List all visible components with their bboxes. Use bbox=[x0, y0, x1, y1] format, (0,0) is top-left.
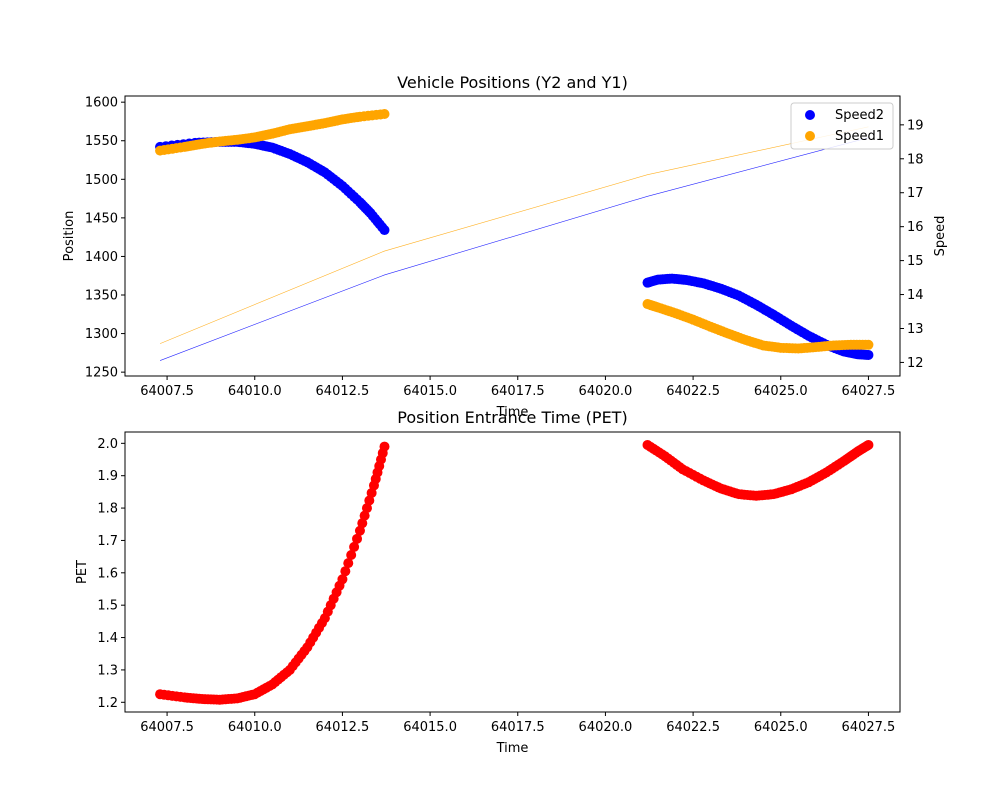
pet-chart: Position Entrance Time (PET) 64007.5 6401… bbox=[75, 408, 901, 756]
x-tick-label: 64017.5 bbox=[491, 720, 545, 735]
legend-marker-speed1 bbox=[805, 131, 815, 141]
x-tick-label: 64015.0 bbox=[403, 720, 457, 735]
series-layer bbox=[155, 108, 874, 361]
point-series bbox=[349, 541, 360, 552]
y-tick-label: 1.4 bbox=[97, 631, 118, 646]
y-tick-label: 1500 bbox=[85, 173, 118, 188]
legend-label-speed2: Speed2 bbox=[835, 108, 884, 123]
y2-tick-label: 14 bbox=[907, 288, 924, 303]
plot-frame bbox=[124, 431, 901, 713]
legend-label-speed1: Speed1 bbox=[835, 129, 884, 144]
point-series bbox=[340, 566, 351, 577]
chart-title: Position Entrance Time (PET) bbox=[397, 408, 627, 427]
y2-axis-label: Speed bbox=[933, 216, 948, 257]
point-series bbox=[366, 487, 377, 498]
x-tick-label: 64020.0 bbox=[579, 384, 633, 399]
x-tick-label: 64010.0 bbox=[228, 720, 282, 735]
x-axis-ticks: 64007.5 64010.0 64012.5 64015.0 64017.5 64020… bbox=[140, 712, 895, 735]
y2-tick-label: 15 bbox=[907, 254, 924, 269]
y-tick-label: 1450 bbox=[85, 211, 118, 226]
point-series bbox=[359, 510, 370, 521]
x-tick-label: 64022.5 bbox=[666, 384, 720, 399]
y-axis-label: PET bbox=[75, 560, 90, 584]
x-tick-label: 64007.5 bbox=[140, 384, 194, 399]
y-tick-label: 1.8 bbox=[97, 502, 118, 517]
x-tick-label: 64025.0 bbox=[754, 720, 808, 735]
y2-axis-ticks: 12 13 14 15 16 17 18 19 bbox=[900, 118, 924, 371]
point-series bbox=[346, 550, 357, 561]
point-series bbox=[863, 439, 874, 450]
y-tick-label: 1400 bbox=[85, 250, 118, 265]
y-tick-label: 1.7 bbox=[97, 534, 118, 549]
y-tick-label: 1.6 bbox=[97, 566, 118, 581]
y2-tick-label: 12 bbox=[907, 356, 924, 371]
series-layer bbox=[155, 439, 874, 705]
point-series bbox=[364, 495, 375, 506]
y-tick-label: 1.9 bbox=[97, 469, 118, 484]
point-series bbox=[352, 533, 363, 544]
point-speed1 bbox=[379, 108, 390, 119]
y-tick-label: 1550 bbox=[85, 134, 118, 149]
y2-tick-label: 16 bbox=[907, 220, 924, 235]
plot-frame bbox=[124, 95, 901, 377]
y-tick-label: 1600 bbox=[85, 96, 118, 111]
y-tick-label: 1.3 bbox=[97, 663, 118, 678]
chart-title: Vehicle Positions (Y2 and Y1) bbox=[397, 73, 628, 92]
point-series bbox=[357, 518, 368, 529]
y-tick-label: 1.5 bbox=[97, 599, 118, 614]
point-series bbox=[337, 574, 348, 585]
y2-tick-label: 18 bbox=[907, 152, 924, 167]
legend-marker-speed2 bbox=[805, 110, 815, 120]
point-speed1 bbox=[863, 339, 874, 350]
x-tick-label: 64015.0 bbox=[403, 384, 457, 399]
x-tick-label: 64017.5 bbox=[491, 384, 545, 399]
vehicle-positions-chart: Vehicle Positions (Y2 and Y1) 64007.5 640… bbox=[62, 73, 948, 420]
point-series bbox=[343, 558, 354, 569]
x-tick-label: 64022.5 bbox=[666, 720, 720, 735]
x-tick-label: 64020.0 bbox=[579, 720, 633, 735]
x-axis-label: Time bbox=[496, 741, 529, 756]
x-tick-label: 64025.0 bbox=[754, 384, 808, 399]
point-speed2 bbox=[379, 225, 390, 236]
x-tick-label: 64012.5 bbox=[316, 720, 370, 735]
y-axis-label: Position bbox=[62, 211, 77, 262]
legend-box bbox=[790, 102, 894, 150]
x-tick-label: 64012.5 bbox=[316, 384, 370, 399]
x-tick-label: 64007.5 bbox=[140, 720, 194, 735]
y-tick-label: 1250 bbox=[85, 366, 118, 381]
y-axis-ticks: 1250 1300 1350 1400 1450 1500 1550 1600 bbox=[85, 96, 125, 381]
x-tick-label: 64010.0 bbox=[228, 384, 282, 399]
y2-tick-label: 17 bbox=[907, 186, 924, 201]
y2-tick-label: 19 bbox=[907, 118, 924, 133]
x-axis-label: Time bbox=[496, 405, 529, 420]
y2-tick-label: 13 bbox=[907, 322, 924, 337]
x-tick-label: 64027.5 bbox=[842, 384, 896, 399]
series-line bbox=[159, 126, 869, 344]
point-series bbox=[379, 441, 390, 452]
legend: Speed2 Speed1 bbox=[790, 102, 894, 150]
y-axis-ticks: 1.2 1.3 1.4 1.5 1.6 1.7 1.8 1.9 2.0 bbox=[97, 437, 125, 711]
series-line bbox=[159, 137, 869, 361]
x-axis-ticks: 64007.5 64010.0 64012.5 64015.0 64017.5 64020… bbox=[140, 376, 895, 399]
point-series bbox=[354, 525, 365, 536]
y-tick-label: 2.0 bbox=[97, 437, 118, 452]
point-speed2 bbox=[863, 349, 874, 360]
point-series bbox=[361, 503, 372, 514]
y-tick-label: 1.2 bbox=[97, 696, 118, 711]
x-tick-label: 64027.5 bbox=[842, 720, 896, 735]
y-tick-label: 1300 bbox=[85, 327, 118, 342]
y-tick-label: 1350 bbox=[85, 289, 118, 304]
